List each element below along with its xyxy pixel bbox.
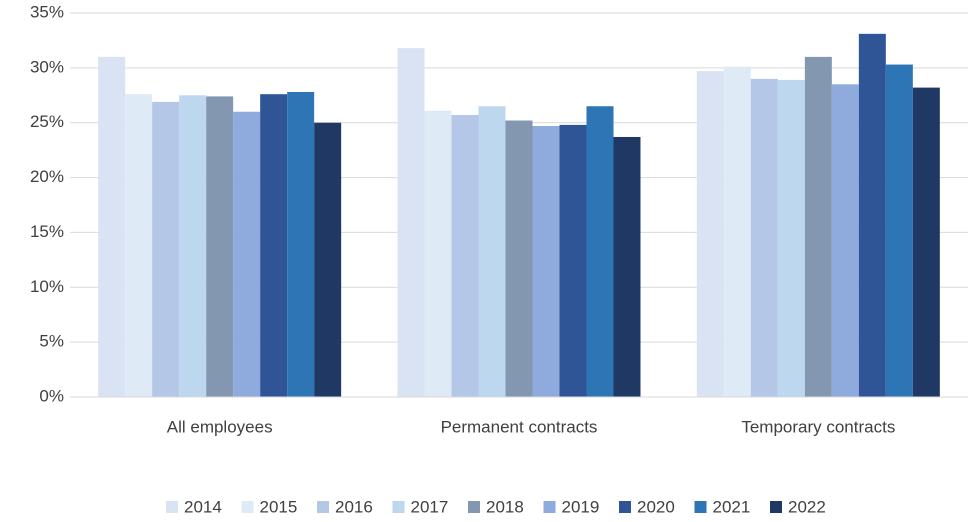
bar — [613, 136, 641, 397]
bar — [478, 106, 506, 397]
legend-swatch — [694, 501, 707, 513]
y-tick-label: 15% — [30, 222, 64, 241]
bar — [152, 101, 180, 398]
x-tick-label: Permanent contracts — [441, 417, 598, 436]
bar — [831, 84, 859, 398]
bar — [777, 79, 805, 397]
bar — [505, 120, 533, 398]
legend-swatch — [241, 501, 254, 513]
bar — [179, 95, 207, 398]
bar — [723, 66, 751, 397]
bar — [586, 106, 614, 397]
legend-swatch — [770, 501, 782, 513]
legend-label: 2020 — [637, 497, 675, 516]
legend-swatch — [392, 501, 405, 513]
x-tick-label: All employees — [167, 417, 273, 436]
legend-swatch — [619, 501, 631, 513]
bar — [559, 124, 587, 397]
bar — [206, 96, 234, 397]
bar — [532, 126, 560, 398]
legend-swatch — [468, 501, 480, 513]
bar — [125, 94, 153, 397]
bar — [424, 110, 452, 397]
legend-label: 2018 — [486, 497, 524, 516]
bar — [260, 94, 288, 397]
legend-label: 2017 — [411, 497, 449, 516]
bar — [885, 64, 913, 398]
legend-label: 2021 — [713, 497, 751, 516]
legend-label: 2014 — [184, 497, 222, 516]
bar — [451, 115, 479, 397]
legend-label: 2015 — [260, 497, 298, 516]
y-tick-label: 35% — [30, 2, 64, 21]
bar — [314, 122, 342, 397]
legend-swatch — [317, 501, 329, 513]
y-tick-label: 25% — [30, 112, 64, 131]
legend-swatch — [166, 501, 178, 513]
x-tick-label: Temporary contracts — [741, 417, 895, 436]
y-tick-label: 10% — [30, 277, 64, 296]
legend-swatch — [543, 501, 556, 513]
legend-label: 2022 — [788, 497, 826, 516]
bar — [858, 33, 886, 398]
y-tick-label: 0% — [39, 386, 64, 405]
y-tick-label: 30% — [30, 57, 64, 76]
bar — [804, 56, 832, 398]
bar — [912, 87, 940, 397]
bar — [397, 48, 425, 397]
legend-label: 2016 — [335, 497, 373, 516]
y-tick-label: 20% — [30, 167, 64, 186]
legend-label: 2019 — [562, 497, 600, 516]
bar — [287, 91, 315, 397]
bar — [233, 111, 261, 397]
bar — [98, 56, 126, 398]
bar — [696, 71, 724, 398]
bar — [750, 78, 778, 397]
y-tick-label: 5% — [39, 332, 64, 351]
